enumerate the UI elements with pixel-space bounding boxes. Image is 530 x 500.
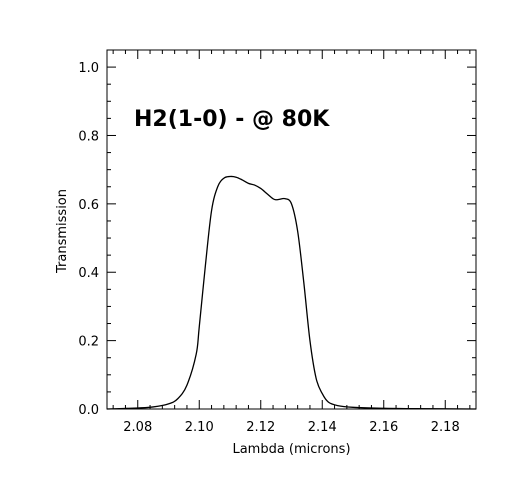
x-tick-label: 2.08 bbox=[123, 420, 152, 435]
y-tick-label: 0.6 bbox=[78, 198, 99, 213]
y-tick-label: 0.8 bbox=[78, 129, 99, 144]
y-axis-title: Transmission bbox=[55, 189, 70, 274]
chart-annotation: H2(1-0) - @ 80K bbox=[134, 107, 330, 132]
y-tick-label: 0.0 bbox=[78, 403, 99, 418]
x-tick-label: 2.10 bbox=[185, 420, 214, 435]
transmission-curve bbox=[106, 175, 477, 410]
x-tick-label: 2.18 bbox=[431, 420, 460, 435]
x-axis-title: Lambda (microns) bbox=[232, 442, 350, 457]
y-tick-label: 0.2 bbox=[78, 335, 99, 350]
x-tick-label: 2.14 bbox=[308, 420, 337, 435]
y-tick-label: 0.4 bbox=[78, 266, 99, 281]
plot-frame bbox=[106, 49, 477, 410]
x-tick-label: 2.16 bbox=[369, 420, 398, 435]
y-tick-label: 1.0 bbox=[78, 61, 99, 76]
x-tick-label: 2.12 bbox=[246, 420, 275, 435]
x-axis-ticks: 2.08 2.10 2.12 2.14 2.16 2.18 bbox=[112, 50, 471, 435]
y-axis-ticks: 0.0 0.2 0.4 0.6 0.8 1.0 bbox=[78, 49, 476, 418]
